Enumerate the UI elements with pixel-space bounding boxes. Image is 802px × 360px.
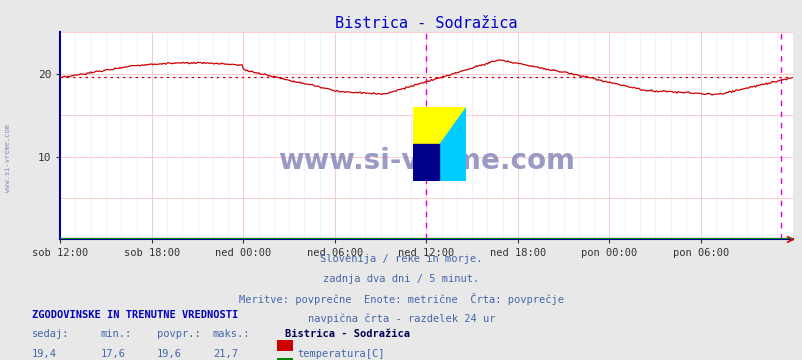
- Polygon shape: [412, 107, 465, 181]
- Polygon shape: [412, 144, 439, 181]
- Text: Bistrica - Sodražica: Bistrica - Sodražica: [285, 329, 410, 339]
- Text: ZGODOVINSKE IN TRENUTNE VREDNOSTI: ZGODOVINSKE IN TRENUTNE VREDNOSTI: [32, 310, 238, 320]
- Text: 19,6: 19,6: [156, 349, 181, 359]
- Text: sedaj:: sedaj:: [32, 329, 70, 339]
- Polygon shape: [412, 107, 465, 181]
- Text: Slovenija / reke in morje.: Slovenija / reke in morje.: [320, 254, 482, 264]
- Title: Bistrica - Sodražica: Bistrica - Sodražica: [334, 16, 517, 31]
- Text: temperatura[C]: temperatura[C]: [297, 349, 384, 359]
- Text: Meritve: povprečne  Enote: metrične  Črta: povprečje: Meritve: povprečne Enote: metrične Črta:…: [239, 293, 563, 305]
- Text: 19,4: 19,4: [32, 349, 57, 359]
- Text: min.:: min.:: [100, 329, 132, 339]
- Text: maks.:: maks.:: [213, 329, 250, 339]
- Text: navpična črta - razdelek 24 ur: navpična črta - razdelek 24 ur: [307, 313, 495, 324]
- Text: 17,6: 17,6: [100, 349, 125, 359]
- Text: povpr.:: povpr.:: [156, 329, 200, 339]
- Text: www.si-vreme.com: www.si-vreme.com: [277, 147, 574, 175]
- Text: 21,7: 21,7: [213, 349, 237, 359]
- Text: zadnja dva dni / 5 minut.: zadnja dva dni / 5 minut.: [323, 274, 479, 284]
- Text: www.si-vreme.com: www.si-vreme.com: [5, 125, 11, 192]
